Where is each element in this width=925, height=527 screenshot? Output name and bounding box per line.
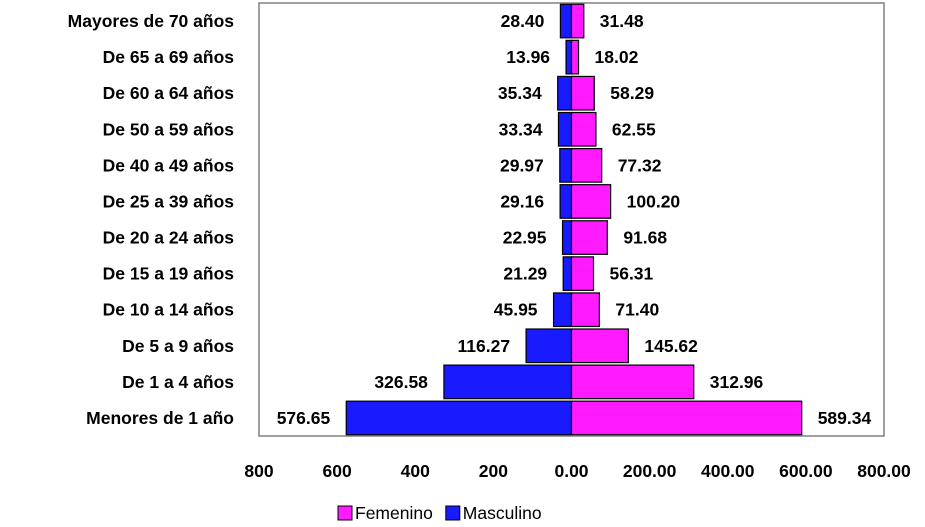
value-label-femenino: 58.29 <box>610 83 654 103</box>
value-label-femenino: 77.32 <box>618 155 662 175</box>
x-axis-ticks: 800 600 400 200 0.00 200.00 400.00 600.00 800.00 <box>244 461 911 481</box>
x-tick-label: 600.00 <box>779 461 833 481</box>
bar-masculino <box>557 111 573 147</box>
value-label-masculino: 13.96 <box>506 47 550 67</box>
value-label-femenino: 31.48 <box>600 11 644 31</box>
bar-femenino <box>570 39 580 75</box>
bar-femenino <box>570 256 595 292</box>
bar-femenino <box>570 220 608 255</box>
value-label-masculino: 22.95 <box>503 228 547 248</box>
bar-masculino <box>552 292 573 328</box>
value-label-masculino: 29.97 <box>500 155 544 175</box>
legend-swatch-femenino <box>337 505 353 521</box>
bar-masculino <box>565 39 573 75</box>
bar-masculino <box>559 3 573 39</box>
bar-masculino <box>561 220 573 255</box>
value-label-masculino: 116.27 <box>458 336 511 356</box>
value-label-femenino: 312.96 <box>710 372 764 392</box>
value-label-masculino: 33.34 <box>499 119 543 139</box>
category-label: De 65 a 69 años <box>103 47 235 67</box>
x-tick-label: 400 <box>401 461 430 481</box>
category-label: Menores de 1 año <box>86 408 234 428</box>
bar-masculino <box>562 256 573 292</box>
value-label-masculino: 326.58 <box>374 372 428 392</box>
value-labels: 28.40 31.48 13.96 18.02 35.34 58.29 33.34 62.55… <box>277 11 872 428</box>
plot-area <box>258 2 885 437</box>
bars-layer <box>345 3 803 436</box>
value-label-masculino: 45.95 <box>494 300 538 320</box>
bar-femenino <box>570 75 595 111</box>
value-label-masculino: 576.65 <box>277 408 331 428</box>
bar-masculino <box>345 400 573 436</box>
value-label-masculino: 28.40 <box>501 11 545 31</box>
value-label-femenino: 91.68 <box>623 228 667 248</box>
category-label: De 1 a 4 años <box>122 372 234 392</box>
value-label-femenino: 145.62 <box>644 336 698 356</box>
category-label: De 20 a 24 años <box>103 228 235 248</box>
value-label-femenino: 62.55 <box>612 119 656 139</box>
category-label: De 40 a 49 años <box>103 155 235 175</box>
x-tick-label: 400.00 <box>701 461 755 481</box>
x-tick-label: 600 <box>323 461 352 481</box>
bar-masculino <box>443 364 573 400</box>
bar-masculino <box>559 184 573 219</box>
value-label-masculino: 21.29 <box>503 264 547 284</box>
legend-label-femenino: Femenino <box>355 503 433 523</box>
bar-femenino <box>570 292 600 328</box>
x-tick-label: 0.00 <box>554 461 588 481</box>
x-tick-label: 200.00 <box>623 461 677 481</box>
category-label: De 10 a 14 años <box>103 300 235 320</box>
value-label-femenino: 589.34 <box>818 408 872 428</box>
bar-femenino <box>570 184 612 219</box>
category-labels: Mayores de 70 años De 65 a 69 años De 60 a… <box>68 11 235 428</box>
value-label-femenino: 18.02 <box>595 47 639 67</box>
legend-label-masculino: Masculino <box>463 503 542 523</box>
value-label-femenino: 56.31 <box>609 264 653 284</box>
value-label-masculino: 29.16 <box>500 191 544 211</box>
x-tick-label: 200 <box>479 461 508 481</box>
bar-femenino <box>570 328 629 364</box>
category-label: De 15 a 19 años <box>103 264 235 284</box>
category-label: De 60 a 64 años <box>103 83 235 103</box>
category-label: De 5 a 9 años <box>122 336 234 356</box>
bar-masculino <box>557 75 573 111</box>
bar-femenino <box>570 111 597 147</box>
category-label: De 25 a 39 años <box>103 191 235 211</box>
category-label: Mayores de 70 años <box>68 11 235 31</box>
bar-femenino <box>570 3 585 39</box>
x-tick-label: 800.00 <box>857 461 911 481</box>
value-label-femenino: 100.20 <box>627 191 681 211</box>
x-tick-label: 800 <box>244 461 273 481</box>
bar-femenino <box>570 400 803 436</box>
value-label-femenino: 71.40 <box>615 300 659 320</box>
bar-femenino <box>570 364 695 400</box>
category-label: De 50 a 59 años <box>103 119 235 139</box>
bar-masculino <box>525 328 573 364</box>
value-label-masculino: 35.34 <box>498 83 542 103</box>
legend-swatch-masculino <box>445 505 461 521</box>
legend: Femenino Masculino <box>337 503 542 523</box>
bar-femenino <box>570 147 603 183</box>
bar-masculino <box>559 147 573 183</box>
